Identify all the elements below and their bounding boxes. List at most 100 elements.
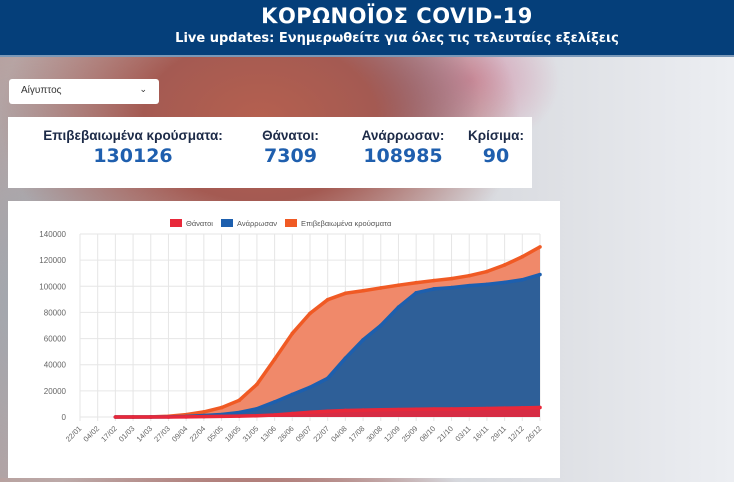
x-tick-label: 22/07: [311, 424, 331, 444]
data-point: [538, 245, 542, 249]
legend-label: Θάνατοι: [186, 219, 213, 228]
data-point: [290, 411, 295, 416]
data-point: [290, 331, 295, 336]
data-point: [432, 278, 436, 283]
x-tick-label: 04/08: [329, 424, 349, 444]
x-tick-label: 27/03: [152, 424, 172, 444]
data-point: [520, 277, 525, 282]
x-tick-label: 30/08: [365, 424, 385, 444]
data-point: [308, 311, 312, 316]
stat-confirmed: Επιβεβαιωμένα κρούσματα: 130126: [38, 128, 228, 167]
data-point: [520, 254, 525, 259]
stat-label: Ανάρρωσαν:: [361, 128, 445, 143]
x-tick-label: 04/02: [81, 424, 101, 444]
data-point: [502, 263, 507, 267]
data-point: [184, 415, 188, 419]
x-tick-label: 09/04: [170, 424, 190, 444]
x-tick-label: 03/11: [453, 424, 472, 443]
data-point: [325, 297, 330, 302]
data-point: [202, 414, 206, 419]
data-point: [131, 415, 135, 419]
data-point: [432, 287, 436, 291]
x-tick-label: 12/12: [506, 424, 526, 444]
cases-chart: 0 20000 40000 60000 80000 100000 120000 140000 2…: [39, 219, 544, 444]
x-tick-label: 29/11: [489, 424, 508, 443]
stat-label: Κρίσιμα:: [468, 128, 524, 143]
data-point: [378, 286, 383, 290]
data-point: [237, 410, 242, 415]
data-point: [378, 323, 383, 328]
data-point: [467, 283, 472, 288]
y-tick-label: 140000: [39, 230, 66, 239]
stat-recovered: Ανάρρωσαν: 108985: [348, 128, 458, 167]
x-tick-label: 05/05: [205, 424, 225, 444]
area-1: [115, 274, 540, 417]
y-tick-label: 60000: [44, 335, 67, 344]
data-point: [290, 392, 295, 397]
x-tick-label: 16/11: [471, 424, 490, 443]
y-tick-label: 40000: [44, 361, 67, 370]
x-tick-label: 21/10: [435, 424, 455, 444]
data-point: [414, 407, 418, 412]
page-title: ΚΟΡΩΝΟΪΟΣ COVID-19: [261, 4, 533, 28]
stat-value: 90: [482, 145, 510, 167]
x-tick-label: 01/03: [117, 424, 137, 444]
legend-label: Ανάρρωσαν: [237, 219, 277, 228]
x-tick-label: 25/09: [400, 424, 420, 444]
data-point: [272, 357, 277, 362]
y-tick-label: 100000: [39, 282, 66, 291]
data-point: [520, 406, 525, 410]
stats-panel: Επιβεβαιωμένα κρούσματα: 130126 Θάνατοι:…: [8, 117, 532, 188]
data-point: [485, 282, 489, 287]
chart-card: 0 20000 40000 60000 80000 100000 120000 140000 2…: [8, 201, 560, 478]
stat-deaths: Θάνατοι: 7309: [248, 128, 333, 167]
data-point: [272, 400, 277, 404]
data-point: [502, 280, 507, 285]
legend-swatch: [221, 219, 233, 227]
data-point: [449, 276, 454, 281]
data-point: [378, 408, 383, 412]
y-tick-label: 20000: [44, 387, 67, 396]
data-point: [485, 269, 489, 274]
data-point: [113, 415, 118, 419]
legend-swatch: [285, 219, 297, 227]
data-point: [237, 398, 242, 403]
x-tick-label: 13/06: [258, 424, 278, 444]
data-point: [308, 410, 312, 415]
data-point: [343, 356, 348, 360]
country-select-value: Αίγυπτος: [21, 85, 62, 96]
stat-label: Επιβεβαιωμένα κρούσματα:: [43, 128, 223, 143]
page-subtitle: Live updates: Ενημερωθείτε για όλες τις …: [175, 31, 619, 46]
data-point: [219, 414, 224, 419]
data-point: [272, 413, 277, 417]
country-select[interactable]: Αίγυπτος ⌄: [9, 79, 159, 104]
data-point: [361, 338, 365, 342]
stat-critical: Κρίσιμα: 90: [468, 128, 524, 167]
stat-value: 130126: [93, 145, 173, 167]
data-point: [485, 406, 489, 411]
header: ΚΟΡΩΝΟΪΟΣ COVID-19 Live updates: Ενημερω…: [0, 0, 734, 57]
data-point: [343, 291, 348, 296]
y-tick-label: 80000: [44, 308, 67, 317]
data-point: [467, 273, 472, 278]
data-point: [325, 409, 330, 413]
legend-swatch: [170, 219, 182, 227]
data-point: [343, 408, 348, 413]
x-tick-label: 17/02: [99, 424, 119, 444]
data-point: [308, 385, 312, 390]
y-tick-label: 0: [62, 413, 67, 422]
x-tick-label: 22/01: [64, 424, 84, 444]
data-point: [538, 272, 542, 277]
x-tick-label: 12/09: [382, 424, 402, 444]
x-tick-label: 26/12: [524, 424, 544, 444]
y-tick-label: 120000: [39, 256, 66, 265]
data-point: [361, 288, 365, 293]
data-point: [361, 408, 365, 412]
legend-label: Επιβεβαιωμένα κρούσματα: [301, 219, 392, 228]
x-tick-label: 22/04: [188, 424, 208, 444]
data-point: [255, 406, 259, 411]
data-point: [148, 415, 153, 419]
x-tick-label: 08/10: [418, 424, 438, 444]
data-point: [396, 407, 401, 412]
x-tick-label: 18/05: [223, 424, 243, 444]
